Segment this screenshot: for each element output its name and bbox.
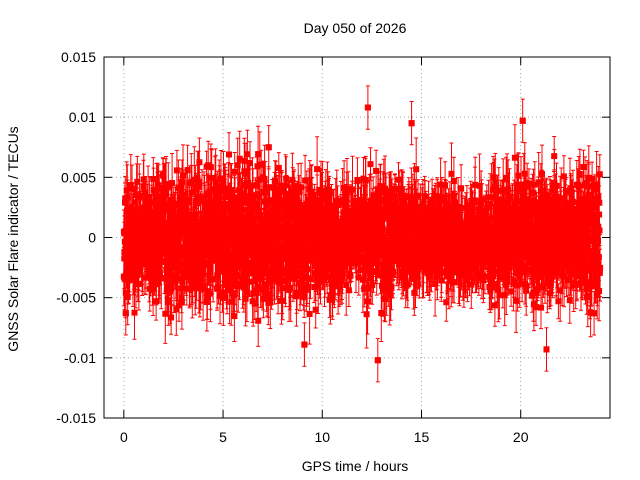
y-tick-label: -0.015 bbox=[56, 410, 96, 426]
data-point bbox=[301, 341, 308, 348]
data-point bbox=[364, 104, 371, 111]
data-point bbox=[122, 310, 129, 317]
data-point bbox=[226, 151, 232, 158]
data-point bbox=[408, 120, 415, 127]
data-point bbox=[591, 310, 598, 317]
data-point bbox=[543, 346, 550, 353]
data-point bbox=[265, 144, 272, 151]
y-tick-label: 0.015 bbox=[61, 49, 96, 65]
x-tick-label: 5 bbox=[219, 429, 227, 445]
data-point bbox=[519, 117, 526, 124]
x-tick-label: 20 bbox=[513, 429, 529, 445]
x-axis-label: GPS time / hours bbox=[302, 458, 409, 474]
y-tick-label: 0.005 bbox=[61, 169, 96, 185]
tick-layer: -0.015 -0.01 -0.005 0 0.005 0.01 0.015 0 5 10 15 20 bbox=[56, 49, 610, 445]
x-tick-label: 10 bbox=[314, 429, 330, 445]
y-axis-label: GNSS Solar Flare indicator / TECUs bbox=[5, 126, 21, 351]
x-tick-label: 15 bbox=[414, 429, 430, 445]
y-tick-label: 0 bbox=[88, 230, 96, 246]
data-point bbox=[374, 357, 381, 364]
x-tick-label: 0 bbox=[120, 429, 128, 445]
y-tick-label: -0.005 bbox=[56, 290, 96, 306]
data-layer bbox=[120, 85, 604, 383]
chart-title: Day 050 of 2026 bbox=[304, 20, 407, 36]
data-point-markers bbox=[120, 104, 604, 364]
y-tick-label: 0.01 bbox=[69, 109, 96, 125]
y-tick-label: -0.01 bbox=[64, 350, 96, 366]
